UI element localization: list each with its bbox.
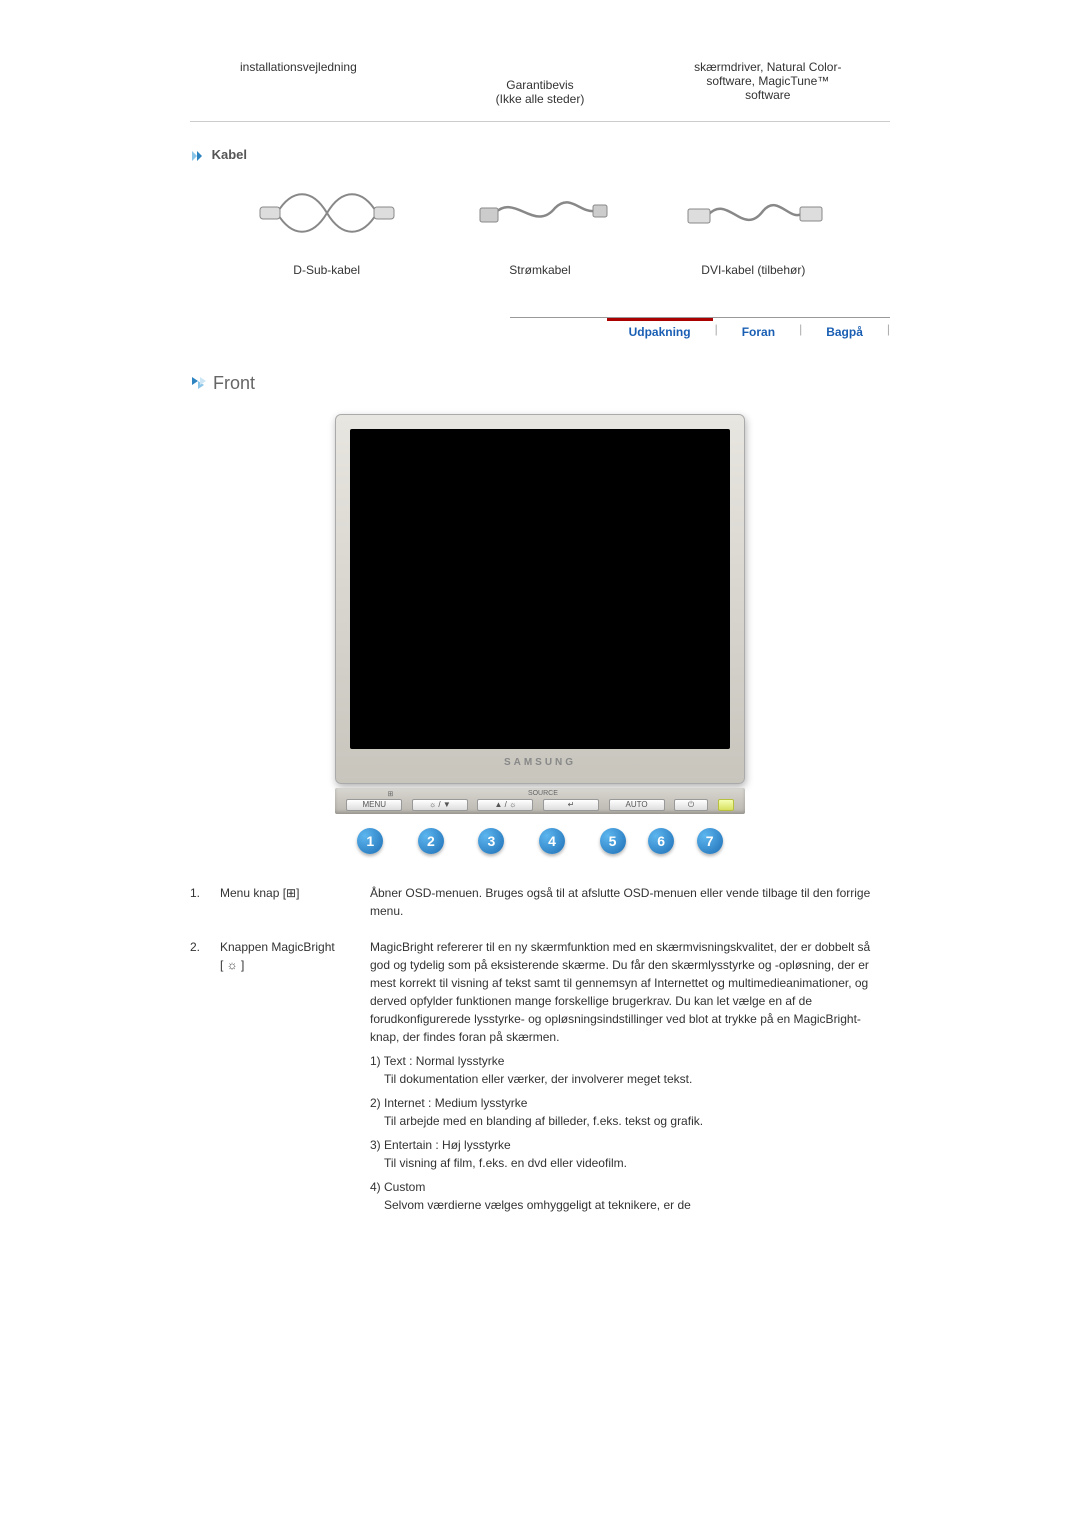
manual-item-left: installationsvejledning bbox=[200, 60, 424, 106]
manual-items-row: installationsvejledning Garantibevis (Ik… bbox=[190, 60, 890, 122]
description-table: 1. Menu knap [⊞] Åbner OSD-menuen. Bruge… bbox=[190, 884, 890, 1220]
callout-3: 3 bbox=[478, 828, 504, 854]
cable-captions: D-Sub-kabel Strømkabel DVI-kabel (tilbeh… bbox=[190, 263, 890, 317]
mode-custom-sub: Selvom værdierne vælges omhyggeligt at t… bbox=[370, 1196, 890, 1214]
mode-entertain-title: 3) Entertain : Høj lysstyrke bbox=[370, 1136, 890, 1154]
mode-internet-title: 2) Internet : Medium lysstyrke bbox=[370, 1094, 890, 1112]
power-led bbox=[718, 799, 734, 811]
monitor-illustration: SAMSUNG ⊞ SOURCE MENU ☼ / ▼ ▲ / ☼ ↵ AUTO… bbox=[190, 414, 890, 854]
callout-numbers: 1 2 3 4 5 6 7 bbox=[335, 828, 745, 854]
desc-row-2: 2. Knappen MagicBright [ ☼ ] MagicBright… bbox=[190, 938, 890, 1220]
tab-sep: | bbox=[887, 318, 890, 343]
dsub-label: D-Sub-kabel bbox=[231, 263, 423, 277]
desc-body-1-text: Åbner OSD-menuen. Bruges også til at afs… bbox=[370, 886, 870, 918]
tab-udpakning[interactable]: Udpakning bbox=[607, 318, 713, 343]
desc-body-1: Åbner OSD-menuen. Bruges også til at afs… bbox=[370, 884, 890, 920]
software-label-2: software, MagicTune™ bbox=[706, 74, 829, 88]
desc-label-2b: [ ☼ ] bbox=[220, 958, 244, 972]
warranty-label-2: (Ikke alle steder) bbox=[496, 92, 585, 106]
mode-internet-sub: Til arbejde med en blanding af billeder,… bbox=[370, 1112, 890, 1130]
manual-item-mid: Garantibevis (Ikke alle steder) bbox=[428, 60, 652, 106]
callout-6: 6 bbox=[648, 828, 674, 854]
mode-entertain-sub: Til visning af film, f.eks. en dvd eller… bbox=[370, 1154, 890, 1172]
front-heading: Front bbox=[190, 373, 890, 394]
mode-entertain: 3) Entertain : Høj lysstyrke Til visning… bbox=[370, 1136, 890, 1172]
enter-button[interactable]: ↵ bbox=[543, 799, 599, 811]
mode-custom-title: 4) Custom bbox=[370, 1178, 890, 1196]
callout-5: 5 bbox=[600, 828, 626, 854]
callout-7: 7 bbox=[697, 828, 723, 854]
nav-tabs: Udpakning | Foran | Bagpå | bbox=[510, 317, 890, 343]
brightness-button[interactable]: ▲ / ☼ bbox=[477, 799, 533, 811]
dsub-cable-image bbox=[252, 183, 402, 243]
monitor-brand: SAMSUNG bbox=[350, 757, 730, 768]
tab-bagpa[interactable]: Bagpå bbox=[804, 318, 885, 343]
callout-4: 4 bbox=[539, 828, 565, 854]
desc-intro-2: MagicBright refererer til en ny skærmfun… bbox=[370, 938, 890, 1046]
mode-internet: 2) Internet : Medium lysstyrke Til arbej… bbox=[370, 1094, 890, 1130]
software-label-1: skærmdriver, Natural Color- bbox=[694, 60, 841, 74]
manual-item-right: skærmdriver, Natural Color- software, Ma… bbox=[656, 60, 880, 106]
monitor-screen bbox=[350, 429, 730, 749]
desc-label-1: Menu knap [⊞] bbox=[220, 884, 370, 902]
bullet-arrows-icon bbox=[190, 375, 208, 393]
power-cable-image bbox=[465, 183, 615, 243]
warranty-label-1: Garantibevis bbox=[506, 78, 573, 92]
callout-2: 2 bbox=[418, 828, 444, 854]
cable-item-dsub bbox=[231, 183, 423, 253]
manual-label: installationsvejledning bbox=[240, 60, 357, 74]
cable-item-dvi bbox=[657, 183, 849, 253]
cable-item-power bbox=[444, 183, 636, 253]
mode-list: 1) Text : Normal lysstyrke Til dokumenta… bbox=[370, 1052, 890, 1214]
menu-hdr-icon: ⊞ bbox=[387, 790, 393, 798]
power-label: Strømkabel bbox=[444, 263, 636, 277]
menu-button[interactable]: MENU bbox=[346, 799, 402, 811]
dvi-cable-image bbox=[678, 183, 828, 243]
dvi-label: DVI-kabel (tilbehør) bbox=[657, 263, 849, 277]
desc-label-2: Knappen MagicBright [ ☼ ] bbox=[220, 938, 370, 974]
mode-text-sub: Til dokumentation eller værker, der invo… bbox=[370, 1070, 890, 1088]
power-button[interactable]: ⏻ bbox=[674, 799, 708, 811]
bullet-icon bbox=[190, 149, 204, 163]
front-heading-text: Front bbox=[213, 373, 255, 393]
kabel-heading: Kabel bbox=[190, 147, 890, 163]
auto-button[interactable]: AUTO bbox=[609, 799, 665, 811]
monitor-stand: ⊞ SOURCE MENU ☼ / ▼ ▲ / ☼ ↵ AUTO ⏻ bbox=[335, 788, 745, 814]
kabel-heading-text: Kabel bbox=[212, 147, 247, 162]
cable-images-row bbox=[190, 183, 890, 263]
tab-sep: | bbox=[715, 318, 718, 343]
desc-num-2: 2. bbox=[190, 938, 220, 954]
software-label-3: software bbox=[745, 88, 790, 102]
mode-custom: 4) Custom Selvom værdierne vælges omhygg… bbox=[370, 1178, 890, 1214]
source-hdr-label: SOURCE bbox=[528, 790, 558, 798]
tab-foran[interactable]: Foran bbox=[720, 318, 797, 343]
mode-text-title: 1) Text : Normal lysstyrke bbox=[370, 1052, 890, 1070]
mode-text: 1) Text : Normal lysstyrke Til dokumenta… bbox=[370, 1052, 890, 1088]
desc-num-1: 1. bbox=[190, 884, 220, 900]
desc-label-2a: Knappen MagicBright bbox=[220, 940, 335, 954]
tab-sep: | bbox=[799, 318, 802, 343]
magicbright-button[interactable]: ☼ / ▼ bbox=[412, 799, 468, 811]
monitor-bezel: SAMSUNG bbox=[335, 414, 745, 784]
callout-1: 1 bbox=[357, 828, 383, 854]
desc-row-1: 1. Menu knap [⊞] Åbner OSD-menuen. Bruge… bbox=[190, 884, 890, 920]
desc-body-2: MagicBright refererer til en ny skærmfun… bbox=[370, 938, 890, 1220]
